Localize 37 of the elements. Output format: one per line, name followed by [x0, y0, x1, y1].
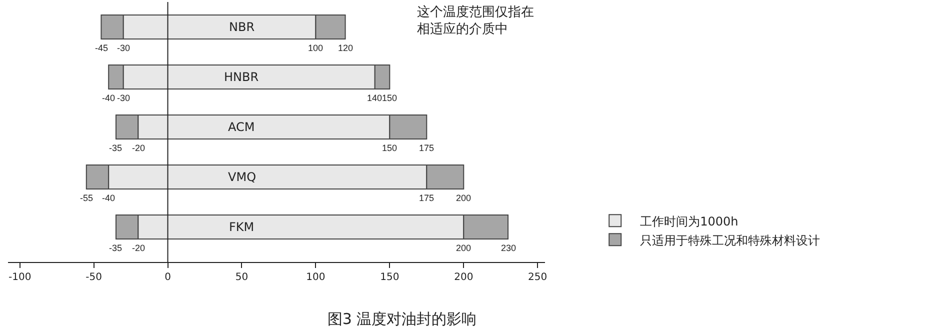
x-tick-label: 50 — [235, 272, 248, 283]
annotation: 150 — [382, 93, 398, 103]
annotation: -40 — [102, 193, 116, 203]
annotation: 175 — [419, 193, 434, 203]
annotation: 150 — [382, 143, 398, 153]
annotation: -45 — [95, 43, 108, 53]
x-tick-label: -100 — [8, 272, 32, 283]
annotation: -20 — [132, 243, 146, 253]
annotation: 100 — [308, 43, 324, 53]
x-tick-label: 250 — [528, 272, 548, 283]
annotation: 175 — [419, 143, 434, 153]
annotation: 140 — [367, 93, 382, 103]
legend-label: 只适用于特殊工况和特殊材料设计 — [640, 233, 820, 248]
annotation: -20 — [132, 143, 146, 153]
y-tick-label: NBR — [229, 20, 255, 34]
y-tick-label: HNBR — [224, 70, 259, 84]
x-tick-label: 200 — [454, 272, 474, 283]
x-tick-label: 150 — [380, 272, 400, 283]
annotation: -30 — [117, 43, 130, 53]
annotation: 这个温度范围仅指在相适应的介质中 — [417, 4, 534, 37]
text: 图3 温度对油封的影响 — [327, 310, 477, 328]
annotation: 200 — [456, 243, 472, 253]
x-tick-label: 100 — [306, 272, 326, 283]
x-tick-label: 0 — [164, 272, 171, 283]
annotation: 230 — [501, 243, 516, 253]
annotation: 120 — [338, 43, 354, 53]
annotation: -30 — [117, 93, 130, 103]
y-tick-label: ACM — [228, 120, 255, 134]
y-tick-label: FKM — [229, 220, 254, 234]
annotation: -35 — [109, 143, 122, 153]
annotation: 200 — [456, 193, 472, 203]
y-tick-label: VMQ — [228, 170, 256, 184]
legend-label: 工作时间为1000h — [640, 214, 738, 228]
annotation: -55 — [80, 193, 94, 203]
annotation: -40 — [102, 93, 116, 103]
x-tick-label: -50 — [86, 272, 102, 283]
annotation: -35 — [109, 243, 122, 253]
